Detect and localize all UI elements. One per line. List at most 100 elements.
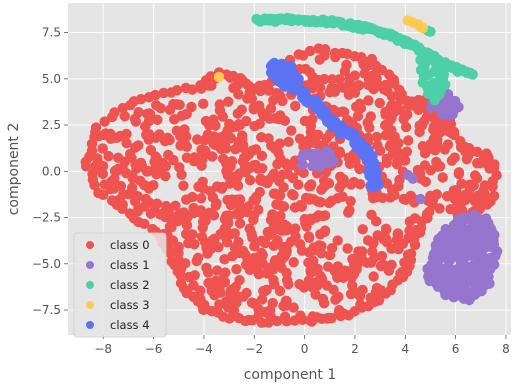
class-0-point bbox=[326, 312, 337, 324]
class-0-point bbox=[323, 197, 335, 209]
class-0-point bbox=[341, 59, 352, 71]
class-0-point bbox=[135, 94, 147, 105]
class-0-point bbox=[179, 124, 190, 135]
class-0-point bbox=[143, 128, 155, 140]
class-0-point bbox=[386, 99, 397, 111]
x-axis-title: component 1 bbox=[244, 367, 337, 383]
class-0-point bbox=[386, 243, 397, 254]
class-0-point bbox=[446, 155, 458, 166]
class-0-point bbox=[188, 202, 199, 214]
class-0-point bbox=[201, 242, 212, 254]
class-0-point bbox=[370, 61, 381, 73]
class-0-point bbox=[332, 272, 343, 283]
y-tick-label: −5.0 bbox=[32, 257, 61, 271]
class-0-point bbox=[240, 78, 252, 89]
class-0-point bbox=[419, 148, 431, 159]
legend-label-class-1: class 1 bbox=[110, 258, 150, 272]
class-0-point bbox=[175, 140, 186, 151]
class-2-point bbox=[431, 63, 442, 74]
class-0-point bbox=[248, 298, 260, 309]
class-0-point bbox=[409, 239, 421, 251]
class-0-point bbox=[349, 87, 361, 98]
class-0-point bbox=[464, 179, 475, 190]
y-tick-label: 7.5 bbox=[42, 26, 61, 40]
class-0-point bbox=[403, 135, 414, 146]
class-1-point bbox=[407, 173, 419, 184]
class-0-point bbox=[342, 243, 353, 254]
class-0-point bbox=[195, 285, 206, 296]
x-tick-label: 4 bbox=[401, 342, 409, 356]
class-0-point bbox=[368, 83, 379, 95]
class-0-point bbox=[474, 158, 486, 169]
class-0-point bbox=[481, 198, 493, 210]
class-0-point bbox=[278, 300, 289, 312]
class-0-point bbox=[453, 168, 465, 180]
class-0-point bbox=[149, 156, 160, 167]
class-0-point bbox=[244, 223, 255, 234]
class-0-point bbox=[250, 144, 262, 155]
class-0-point bbox=[248, 209, 260, 221]
class-0-point bbox=[211, 197, 222, 209]
class-0-point bbox=[232, 180, 244, 191]
y-axis-title: component 2 bbox=[6, 123, 22, 216]
class-1-point bbox=[469, 225, 480, 237]
class-0-point bbox=[364, 122, 375, 133]
class-0-point bbox=[365, 111, 376, 122]
class-0-point bbox=[262, 226, 273, 238]
class-0-point bbox=[225, 72, 236, 83]
class-0-point bbox=[290, 100, 301, 112]
class-0-point bbox=[287, 172, 299, 184]
class-0-point bbox=[263, 174, 275, 185]
class-0-point bbox=[164, 134, 175, 146]
class-0-point bbox=[278, 201, 290, 212]
x-tick-label: 8 bbox=[502, 342, 510, 356]
class-0-point bbox=[207, 151, 218, 162]
class-0-point bbox=[99, 116, 110, 127]
class-1-point bbox=[440, 245, 451, 257]
class-0-point bbox=[259, 286, 270, 297]
class-0-point bbox=[307, 245, 319, 256]
class-0-point bbox=[352, 251, 363, 263]
class-0-point bbox=[281, 267, 292, 279]
class-0-point bbox=[223, 96, 234, 107]
class-0-point bbox=[421, 209, 433, 220]
class-0-point bbox=[100, 128, 111, 139]
class-0-point bbox=[332, 261, 344, 272]
class-0-point bbox=[109, 107, 120, 118]
class-0-point bbox=[143, 181, 155, 192]
class-0-point bbox=[247, 232, 258, 244]
class-0-point bbox=[330, 83, 342, 95]
class-0-point bbox=[367, 246, 378, 257]
class-0-point bbox=[286, 189, 298, 200]
class-0-point bbox=[90, 160, 101, 172]
legend-label-class-3: class 3 bbox=[110, 298, 150, 312]
class-1-point bbox=[439, 286, 451, 298]
class-2-point bbox=[429, 77, 440, 89]
class-0-point bbox=[226, 121, 238, 133]
class-0-point bbox=[255, 173, 266, 184]
class-4-point bbox=[286, 72, 297, 83]
class-0-point bbox=[378, 233, 389, 245]
class-1-point bbox=[481, 275, 493, 286]
class-0-point bbox=[232, 141, 244, 152]
class-1-point bbox=[477, 219, 488, 231]
class-0-point bbox=[274, 285, 286, 297]
class-0-point bbox=[294, 279, 305, 290]
class-1-point bbox=[438, 232, 449, 244]
class-0-point bbox=[268, 95, 279, 106]
class-1-point bbox=[308, 149, 319, 160]
class-1-point bbox=[486, 225, 497, 237]
class-0-point bbox=[217, 274, 228, 285]
class-0-point bbox=[175, 277, 187, 289]
class-0-point bbox=[253, 255, 264, 267]
class-0-point bbox=[212, 136, 223, 147]
class-0-point bbox=[158, 207, 170, 218]
y-tick-label: 2.5 bbox=[42, 118, 61, 132]
class-0-point bbox=[312, 196, 324, 207]
class-0-point bbox=[255, 131, 267, 143]
class-0-point bbox=[332, 235, 343, 246]
class-0-point bbox=[186, 101, 197, 113]
class-0-point bbox=[283, 278, 294, 290]
class-0-point bbox=[332, 106, 343, 118]
class-0-point bbox=[305, 267, 317, 278]
